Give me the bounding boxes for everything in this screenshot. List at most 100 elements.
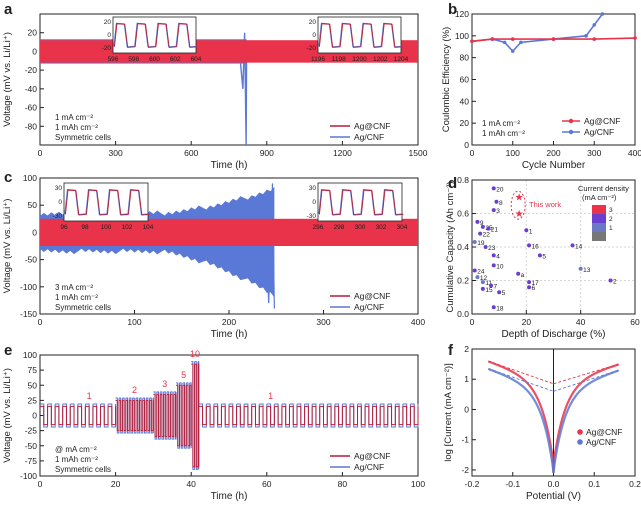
y-axis-title: Voltage (mV vs. Li/Li⁺)	[2, 199, 13, 294]
inset-y-tick-label: 20	[104, 19, 112, 26]
x-tick-label: 100	[506, 148, 520, 158]
rate-label: 2	[132, 385, 137, 395]
inset-x-tick-label: 1200	[352, 56, 367, 63]
legend-label: Ag/CNF	[354, 462, 384, 472]
y-axis-title: Cumulative Capacity (Ah cm⁻²)	[445, 181, 456, 312]
literature-point	[472, 268, 477, 273]
inset-x-tick-label: 104	[143, 224, 154, 231]
inset-x-tick-label: 1202	[373, 56, 388, 63]
legend-label: Ag/CNF	[354, 132, 384, 142]
condition-text: 1 mAh cm⁻²	[55, 293, 98, 302]
point-label: 3	[496, 208, 500, 215]
y-tick-label: 0.0	[457, 309, 469, 319]
point-label: 24	[477, 268, 485, 275]
x-axis-title: Cycle Number	[522, 160, 586, 171]
point-label: 15	[485, 287, 493, 294]
ag-cnf-blue-failure-spike	[238, 32, 248, 146]
x-tick-label: 1500	[409, 148, 428, 158]
y-tick-label: 20	[460, 118, 470, 128]
ag-cnf-blue-ce-point	[510, 49, 515, 53]
literature-point	[489, 283, 494, 288]
legend-title-unit: (mA cm⁻²)	[582, 193, 617, 202]
point-label: 5	[502, 290, 506, 297]
inset-y-tick-label: -20	[307, 45, 317, 52]
inset-trace-ag-cnf-blue	[318, 22, 402, 48]
y-tick-label: 0.6	[457, 209, 469, 219]
inset-y-tick-label: -30	[307, 213, 317, 220]
y-axis-title: log [Current (mA cm⁻²)]	[443, 363, 454, 461]
inset-x-tick-label: 596	[108, 56, 119, 63]
panel-d: 0 20 40 60 0.0 0.2 0.4 0.6 0.8 Depth of Discharge…	[445, 175, 640, 340]
legend-label: Ag@CNF	[354, 121, 391, 131]
y-tick-label: 0.4	[457, 242, 469, 252]
literature-point	[494, 199, 499, 204]
inset-x-tick-label: 302	[376, 224, 387, 231]
literature-point	[491, 208, 496, 213]
inset-x-tick-label: 98	[81, 224, 89, 231]
literature-point	[472, 239, 477, 244]
point-label: 9	[480, 220, 484, 227]
ag-cnf-blue-square-wave	[198, 403, 419, 428]
ag-cnf-red-band	[40, 218, 418, 246]
inset-y-tick-label: 0	[312, 32, 316, 39]
panel-f: -0.2 -0.1 0.0 0.1 0.2 -2 -1 0 1 2 Potential (V) log…	[443, 342, 641, 502]
literature-point	[480, 280, 485, 285]
literature-point	[497, 290, 502, 295]
y-tick-label: 0	[32, 411, 37, 421]
x-axis-title: Time (h)	[211, 160, 248, 171]
x-tick-label: 200	[222, 317, 236, 327]
point-label: 16	[532, 243, 540, 250]
legend-label: Ag/CNF	[586, 437, 616, 447]
this-work-label: This work	[529, 200, 561, 209]
y-tick-label: -2	[461, 465, 469, 475]
point-label: 14	[575, 243, 583, 250]
literature-point	[608, 278, 613, 283]
y-tick-label: 100	[455, 31, 469, 41]
point-label: 1	[529, 228, 533, 235]
y-tick-label: 0.2	[457, 276, 469, 286]
point-label: 12	[480, 275, 488, 282]
y-tick-label: -100	[20, 471, 37, 481]
point-label: 13	[583, 267, 591, 274]
y-tick-label: 20	[28, 28, 38, 38]
rate-label: 5	[181, 370, 186, 380]
literature-point	[475, 219, 480, 224]
y-tick-label: 2	[464, 344, 469, 354]
inset-trace-ag-cnf-red	[113, 23, 198, 48]
legend-level: 2	[609, 216, 613, 223]
point-label: 5	[542, 253, 546, 260]
inset-x-tick-label: 298	[334, 224, 345, 231]
y-tick-label: 75	[28, 365, 38, 375]
x-tick-label: 400	[628, 148, 641, 158]
ag-cnf-red-ce-point	[551, 37, 556, 41]
inset-x-tick-label: 96	[60, 224, 68, 231]
literature-point	[570, 243, 575, 248]
literature-point	[516, 271, 521, 276]
legend-swatch	[592, 223, 606, 232]
x-tick-label: 100	[411, 479, 425, 489]
this-work-star: ★	[515, 192, 524, 203]
ag-cnf-blue-ce-line	[471, 13, 604, 53]
this-work-star: ★	[515, 209, 524, 220]
condition-text: Symmetric cells	[55, 465, 111, 474]
point-label: 8	[499, 200, 503, 207]
y-tick-label: 100	[23, 350, 37, 360]
literature-point	[491, 305, 496, 310]
y-tick-label: -1	[461, 435, 469, 445]
x-tick-label: 900	[260, 148, 274, 158]
point-label: 7	[494, 284, 498, 291]
legend-title: Current density	[578, 184, 629, 193]
inset-trace-ag-cnf-blue	[64, 189, 149, 215]
legend-marker	[568, 129, 574, 135]
inset-y-tick-label: -30	[53, 213, 63, 220]
y-tick-label: -100	[20, 282, 37, 292]
x-axis-title: Time (h)	[211, 491, 248, 502]
rate-label: 10	[190, 349, 200, 359]
ag-cnf-blue-ce-point	[519, 40, 523, 45]
x-tick-label: 40	[186, 479, 196, 489]
legend-label: Ag/CNF	[354, 302, 384, 312]
x-tick-label: 300	[316, 317, 330, 327]
condition-text: 1 mA cm⁻²	[55, 113, 93, 122]
rate-label: 3	[162, 379, 167, 389]
literature-point	[527, 285, 532, 290]
